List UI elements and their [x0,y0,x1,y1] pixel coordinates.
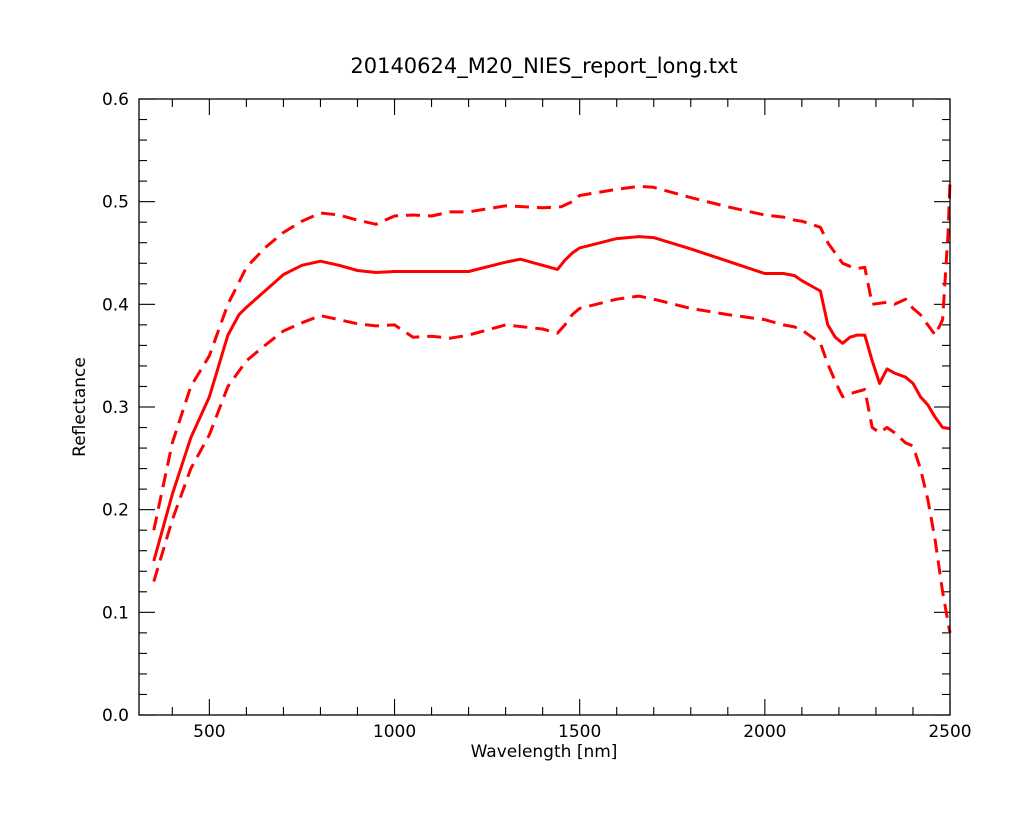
dashed-series-line [152,294,952,634]
plot-frame [138,98,951,716]
y-tick-label: 0.3 [102,398,129,418]
chart-title: 20140624_M20_NIES_report_long.txt [350,54,737,79]
x-axis-label: Wavelength [nm] [471,742,618,762]
x-tick-label: 2000 [743,722,786,742]
solid-series-line [152,235,951,562]
plot-area [152,181,952,634]
y-tick-label: 0.1 [102,603,129,623]
tick-labels: 500 1000 1500 2000 2500 0.0 0.1 0.2 0.3 0.4 0.5 0.6 [102,90,972,742]
y-tick-label: 0.6 [102,90,129,110]
x-tick-label: 500 [193,722,225,742]
y-tick-label: 0.0 [102,706,129,726]
x-tick-label: 2500 [928,722,971,742]
y-tick-label: 0.4 [102,295,129,315]
axis-ticks [139,98,951,716]
y-tick-label: 0.2 [102,501,129,521]
y-axis-label: Reflectance [70,357,90,457]
dashed-series-line [152,181,952,531]
x-tick-label: 1500 [558,722,601,742]
x-tick-label: 1000 [373,722,416,742]
y-tick-label: 0.5 [102,193,129,213]
